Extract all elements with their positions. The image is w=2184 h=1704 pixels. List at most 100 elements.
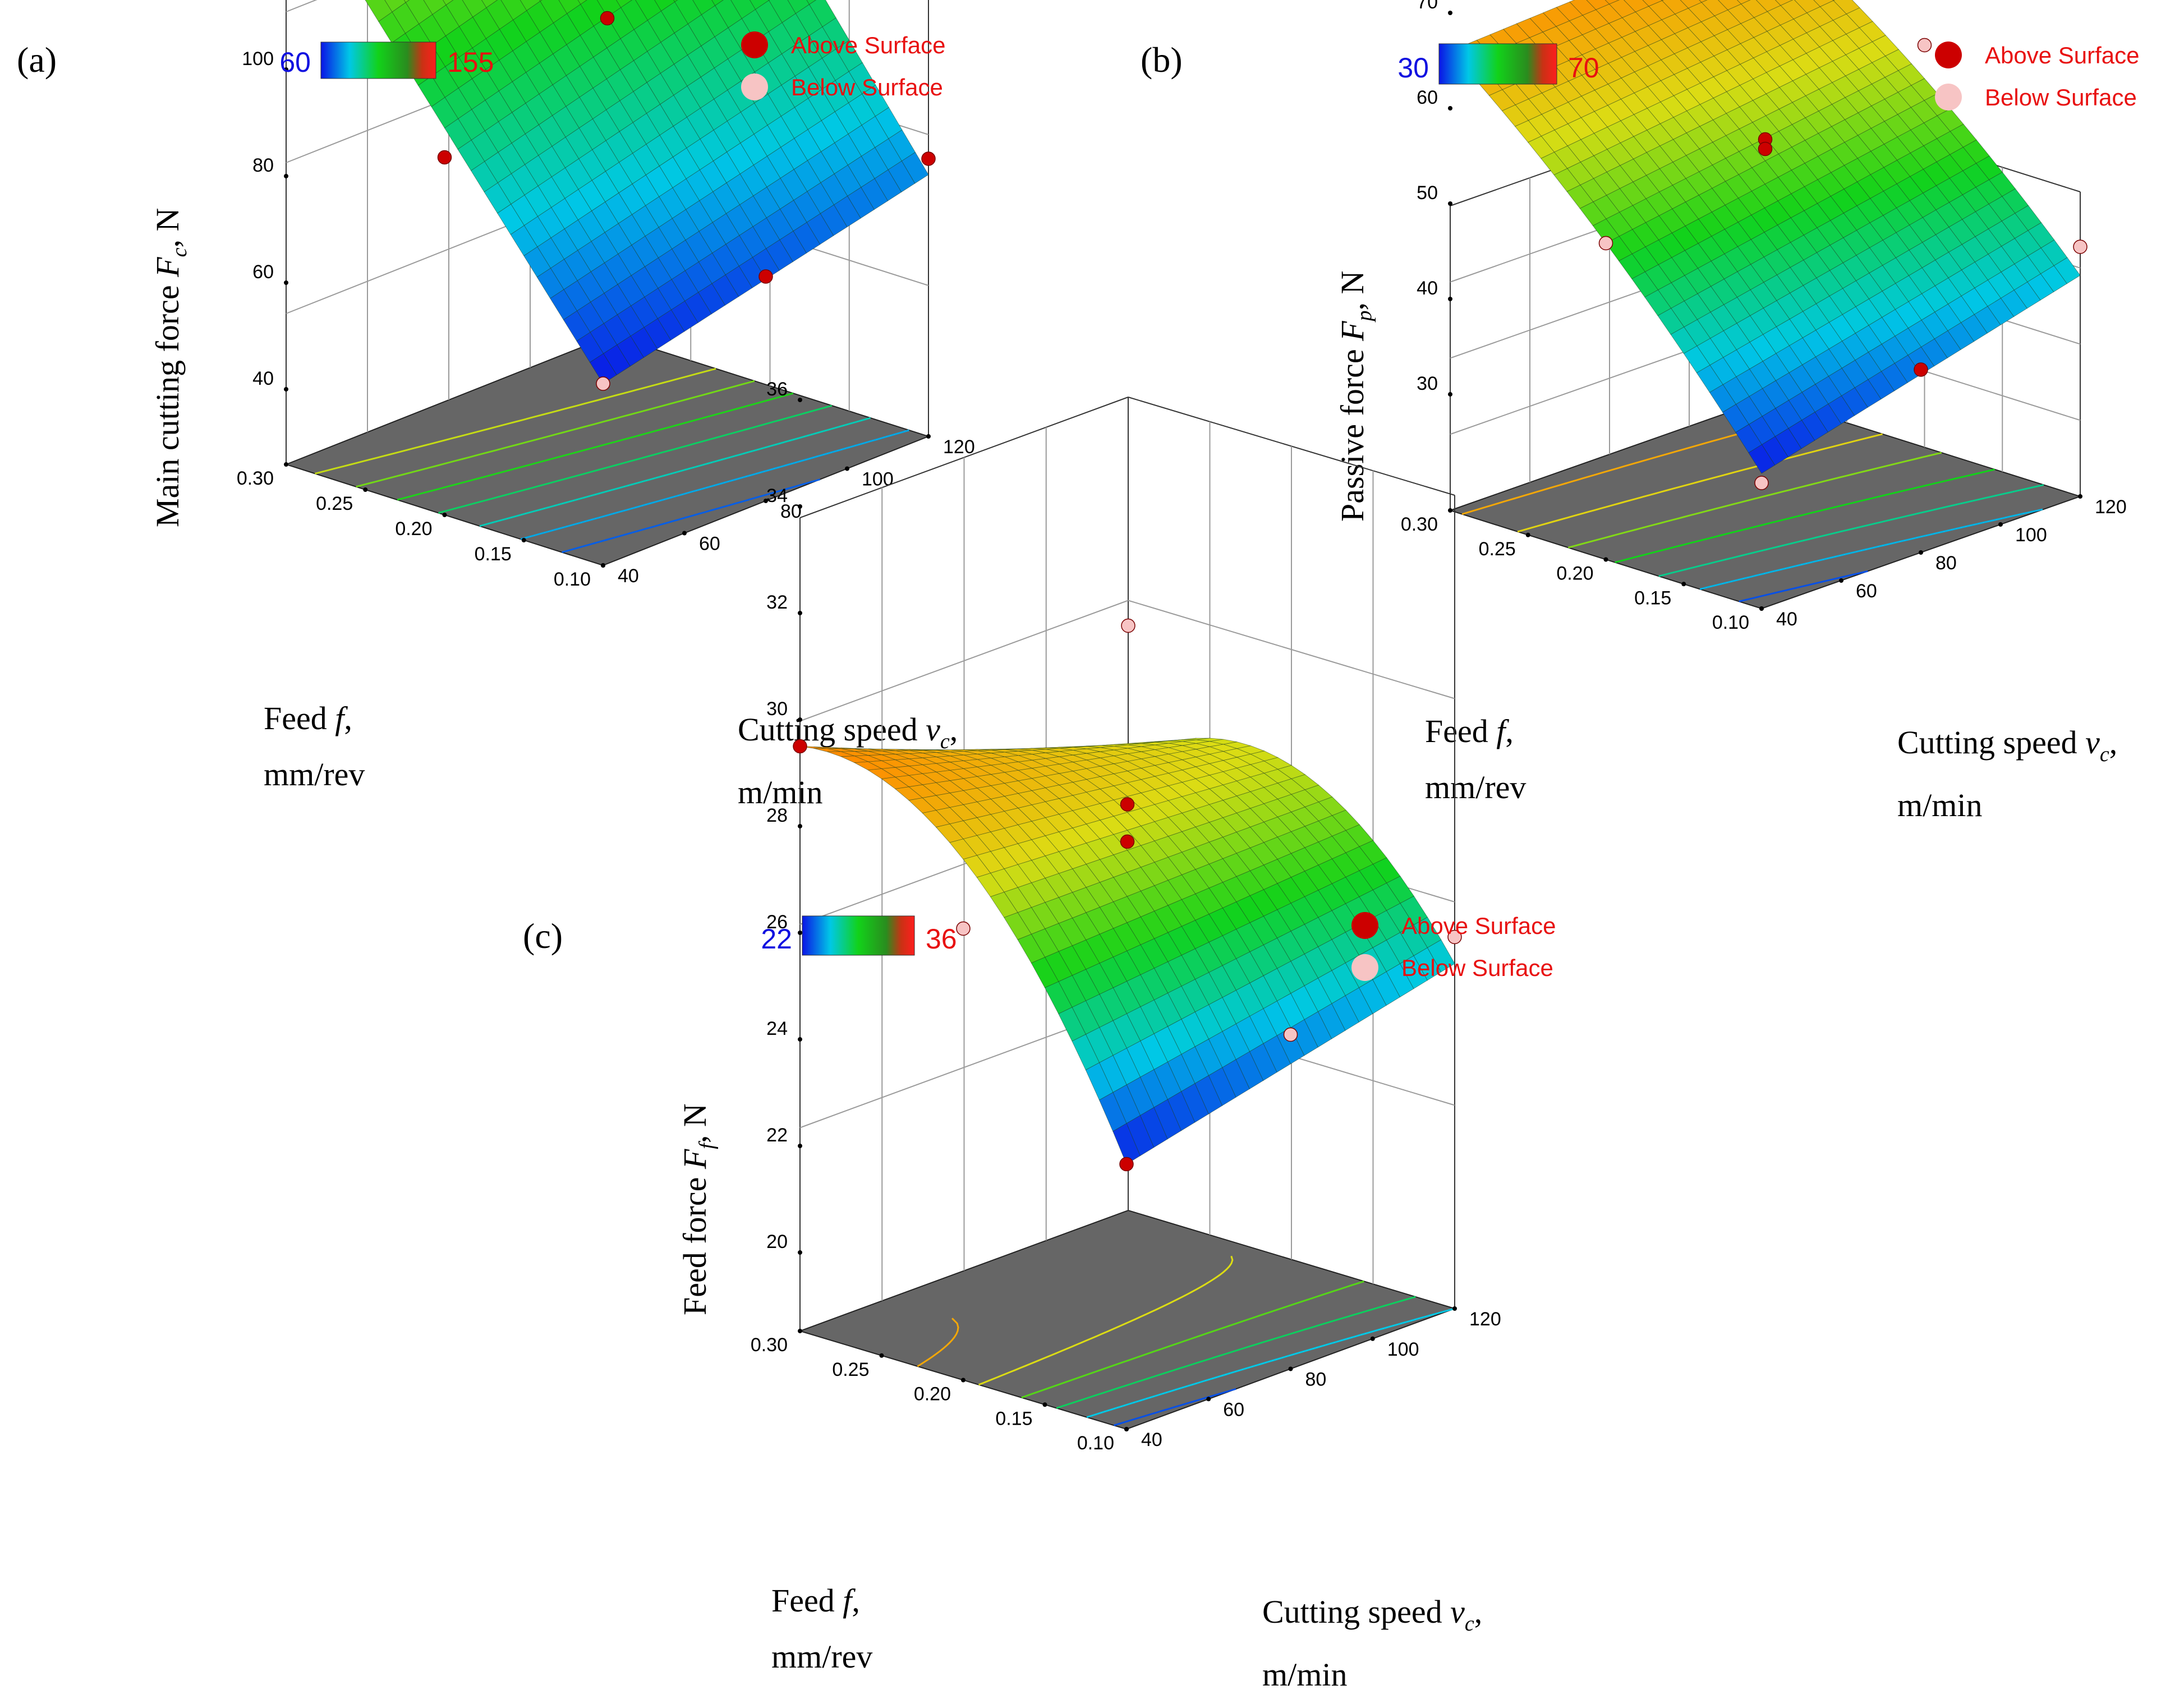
design-point-below <box>2073 240 2088 254</box>
y-tick-label: 0.20 <box>914 1384 951 1405</box>
z-tick-mark <box>284 174 288 178</box>
y-tick-mark <box>1759 606 1764 611</box>
z-tick-mark <box>284 280 288 285</box>
x-tick-mark <box>1452 1306 1457 1311</box>
z-tick-mark <box>1448 297 1452 301</box>
x-tick-label: 120 <box>943 436 975 458</box>
x-tick-label: 60 <box>699 533 720 555</box>
z-tick-mark <box>798 1144 802 1148</box>
z-tick-mark <box>284 67 288 72</box>
panel-b: (b) 30 40 50 60 70 40 60 80 100 120 0.10 0.15 0.20 0.2… <box>1141 0 2140 823</box>
z-tick-mark <box>1448 11 1452 15</box>
y-tick-mark <box>798 1329 802 1333</box>
legend-above-marker <box>1351 912 1378 939</box>
z-tick-mark <box>1448 201 1452 206</box>
x-tick-mark <box>1998 522 2003 527</box>
y-tick-mark <box>521 538 526 542</box>
y-tick-mark <box>363 487 368 492</box>
z-tick-label: 30 <box>1417 373 1438 394</box>
x-tick-mark <box>1288 1366 1293 1371</box>
x-axis-unit: m/min <box>738 774 822 810</box>
legend-above-marker <box>741 31 768 58</box>
y-tick-mark <box>1525 532 1530 537</box>
z-tick-label: 20 <box>766 1231 788 1252</box>
x-tick-label: 40 <box>618 565 639 587</box>
colorbar <box>802 915 915 956</box>
z-tick-label: 40 <box>252 368 274 389</box>
y-axis-label: Feed f, <box>1425 713 1514 749</box>
design-point-above <box>921 151 936 166</box>
z-tick-mark <box>798 717 802 722</box>
z-tick-mark <box>798 611 802 615</box>
y-tick-label: 0.15 <box>1634 587 1671 609</box>
wall-grid-line <box>799 600 1129 722</box>
panel-label: (c) <box>523 916 563 956</box>
z-tick-label: 28 <box>766 805 788 826</box>
y-axis-unit: mm/rev <box>771 1638 872 1675</box>
x-axis-label: Cutting speed vc, <box>738 711 958 753</box>
contour-line <box>438 404 833 514</box>
z-tick-label: 50 <box>1417 182 1438 204</box>
x-tick-label: 80 <box>1935 552 1957 574</box>
legend-below-label: Below Surface <box>1985 84 2137 110</box>
legend-above-label: Above Surface <box>1401 913 1556 939</box>
design-point-above <box>793 739 807 754</box>
x-tick-label: 80 <box>1305 1369 1327 1390</box>
contour-line <box>917 1318 959 1367</box>
contour-line <box>1021 1280 1364 1399</box>
colorbar-max-label: 36 <box>926 923 957 955</box>
colorbar-max-label: 155 <box>447 47 494 78</box>
z-axis-label: Main cutting force Fc, N <box>149 208 191 527</box>
colorbar-min-label: 22 <box>761 923 792 955</box>
legend-below-label: Below Surface <box>1401 955 1553 981</box>
z-tick-label: 60 <box>252 261 274 283</box>
y-axis-unit: mm/rev <box>264 756 365 793</box>
contour-line <box>520 429 909 540</box>
x-tick-label: 100 <box>862 469 894 490</box>
y-tick-mark <box>284 462 288 467</box>
x-tick-label: 120 <box>2095 496 2127 518</box>
z-tick-label: 100 <box>242 48 274 70</box>
z-tick-mark <box>798 824 802 828</box>
x-tick-label: 120 <box>1469 1309 1501 1330</box>
x-tick-label: 60 <box>1223 1399 1244 1420</box>
y-tick-mark <box>601 563 605 568</box>
y-tick-label: 0.20 <box>1556 563 1593 584</box>
z-tick-label: 60 <box>1417 87 1438 108</box>
legend-below-marker <box>741 73 768 100</box>
contour-line <box>356 380 755 488</box>
contour-line <box>397 392 794 501</box>
x-tick-mark <box>2078 494 2082 499</box>
y-tick-label: 0.15 <box>475 544 512 565</box>
x-tick-mark <box>845 466 849 471</box>
y-tick-label: 0.25 <box>832 1359 869 1380</box>
x-axis-unit: m/min <box>1262 1656 1347 1693</box>
design-point-above <box>1758 141 1773 156</box>
design-point-below <box>596 376 610 391</box>
legend-below-marker <box>1935 84 1962 110</box>
y-tick-label: 0.30 <box>237 468 274 489</box>
contour-line <box>315 367 716 475</box>
z-axis-label: Passive force Fp, N <box>1334 271 1376 522</box>
z-tick-label: 32 <box>766 592 788 613</box>
colorbar-max-label: 70 <box>1568 52 1599 84</box>
panel-label: (b) <box>1141 40 1183 80</box>
colorbar-min-label: 30 <box>1397 52 1429 84</box>
y-tick-label: 0.30 <box>751 1334 788 1356</box>
z-axis-label: Feed force Ff, N <box>677 1103 719 1315</box>
x-tick-mark <box>682 531 687 536</box>
x-tick-mark <box>1206 1397 1211 1402</box>
y-tick-mark <box>1681 582 1686 587</box>
contour-line <box>1699 508 2043 590</box>
y-tick-label: 0.25 <box>316 493 353 514</box>
y-tick-label: 0.10 <box>1712 612 1749 633</box>
y-tick-mark <box>1042 1402 1047 1407</box>
contour-line <box>1114 1388 1236 1426</box>
legend-above-label: Above Surface <box>791 32 946 58</box>
surface-cell <box>711 0 724 6</box>
surface-cell <box>589 353 617 384</box>
surface-cell <box>1748 444 1776 474</box>
z-tick-label: 70 <box>1417 0 1438 13</box>
z-tick-mark <box>1448 392 1452 397</box>
